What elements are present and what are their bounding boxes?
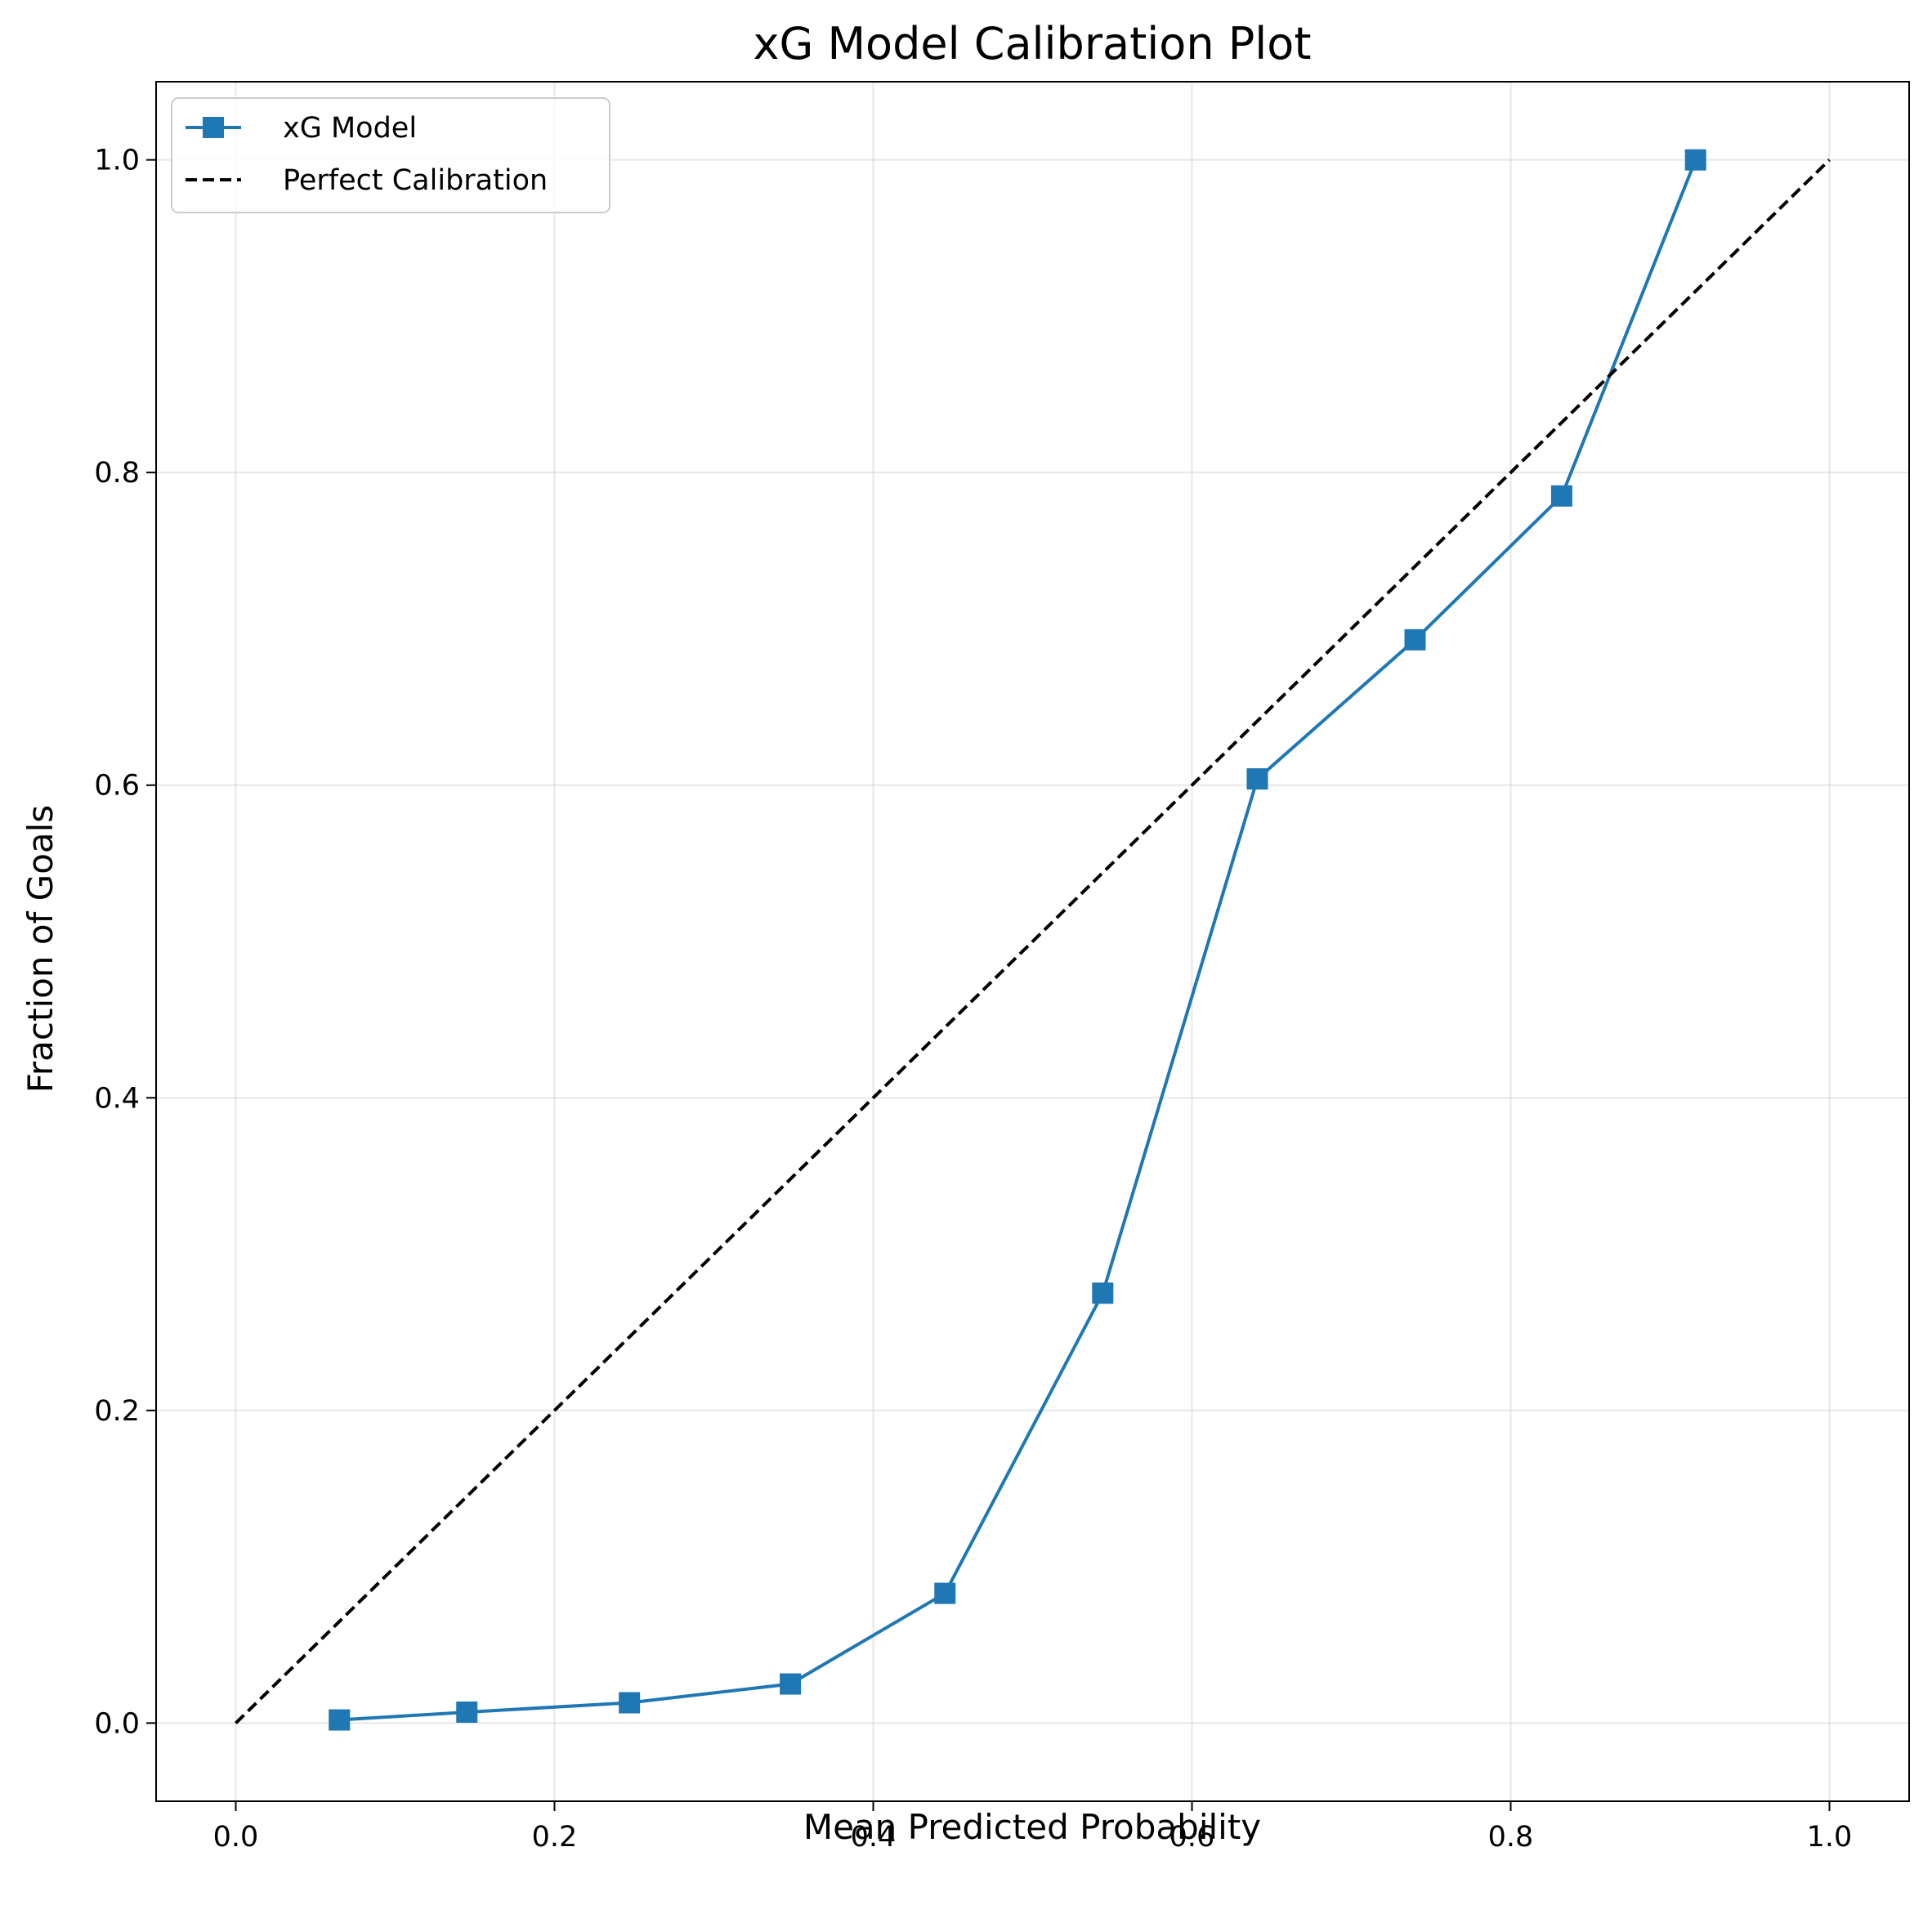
data-point (934, 1582, 956, 1604)
data-point (1404, 628, 1426, 651)
y-tick-label: 0.6 (94, 770, 140, 803)
data-point (619, 1692, 641, 1714)
y-tick-label: 1.0 (94, 145, 140, 177)
x-tick-label: 0.6 (1169, 1821, 1215, 1854)
x-tick-label: 0.0 (213, 1821, 259, 1854)
y-tick-label: 0.0 (94, 1707, 140, 1740)
legend-label: xG Model (283, 112, 417, 145)
legend-label: Perfect Calibration (283, 164, 548, 197)
x-tick-label: 1.0 (1807, 1821, 1853, 1854)
series-line-perfect-calibration (235, 159, 1831, 1724)
data-point (1684, 149, 1706, 171)
chart-title: xG Model Calibration Plot (753, 18, 1311, 69)
legend-box (171, 97, 610, 213)
data-point (780, 1673, 802, 1695)
axis-ticks: 0.0 0.2 0.4 0.6 0.8 1.0 0.0 0.2 0.4 0.6 0.8 1.0 (94, 145, 1852, 1854)
data-point (456, 1701, 478, 1723)
data-point (1550, 485, 1572, 507)
x-tick-label: 0.4 (851, 1821, 897, 1854)
y-axis-label: Fraction of Goals (20, 805, 60, 1093)
series-line-xg-model (339, 159, 1697, 1722)
x-tick-label: 0.2 (532, 1821, 578, 1854)
y-tick-label: 0.8 (94, 457, 140, 490)
x-tick-label: 0.8 (1488, 1821, 1534, 1854)
legend-marker (203, 117, 224, 138)
y-tick-label: 0.2 (94, 1395, 140, 1428)
x-axis-label: Mean Predicted Probability (803, 1807, 1261, 1847)
grid-lines (156, 82, 1909, 1801)
plot-frame (155, 81, 1910, 1802)
data-point (1246, 768, 1268, 790)
y-tick-label: 0.4 (94, 1082, 140, 1115)
data-point (329, 1709, 351, 1731)
legend: xG Model Perfect Calibration (171, 97, 610, 213)
data-point (1092, 1282, 1114, 1304)
series-layer (235, 149, 1831, 1731)
